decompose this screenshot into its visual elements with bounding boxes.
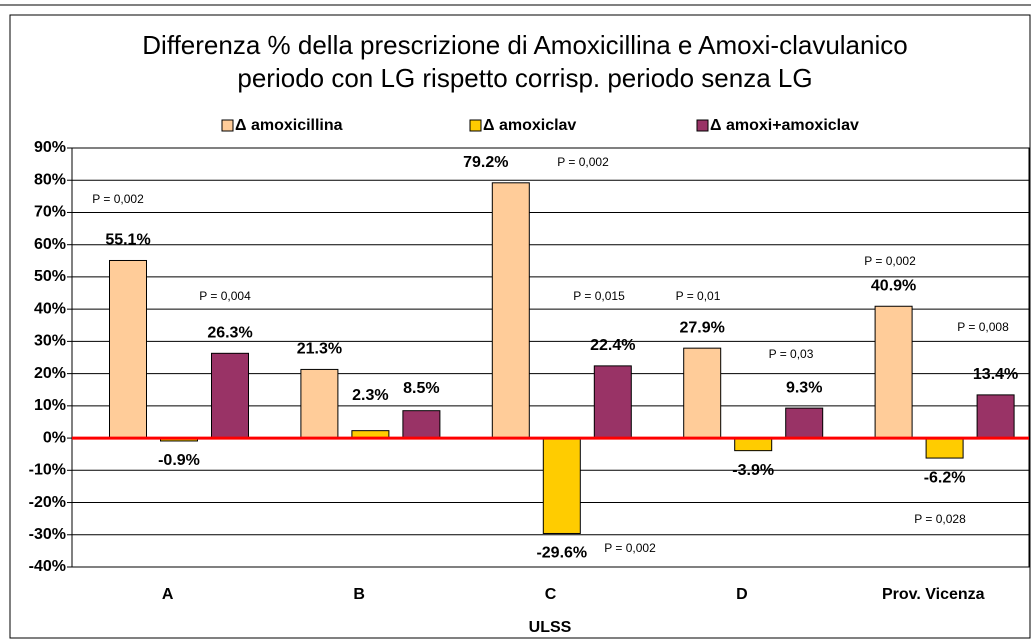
data-label: 13.4%: [973, 366, 1018, 383]
annotation: P = 0,002: [92, 192, 144, 206]
y-tick-label: -10%: [29, 462, 66, 479]
data-label: 9.3%: [786, 379, 822, 396]
annotation: P = 0,002: [864, 254, 916, 268]
data-label: 2.3%: [352, 387, 388, 404]
x-tick-label: B: [353, 586, 365, 603]
x-axis-label: ULSS: [529, 619, 572, 636]
annotation: P = 0,008: [957, 320, 1009, 334]
y-tick-label: 30%: [34, 333, 66, 350]
data-label: 26.3%: [207, 325, 252, 342]
data-label: 21.3%: [297, 341, 342, 358]
chart-title: Differenza % della prescrizione di Amoxi…: [142, 30, 907, 60]
annotation: P = 0,015: [573, 289, 625, 303]
chart-title: periodo con LG rispetto corrisp. periodo…: [237, 63, 812, 93]
data-label: -6.2%: [924, 469, 966, 486]
y-tick-label: 70%: [34, 204, 66, 221]
y-tick-label: -40%: [29, 558, 66, 575]
data-label: 55.1%: [105, 232, 150, 249]
y-tick-label: 90%: [34, 139, 66, 156]
bar: [300, 368, 339, 439]
legend-label: Δ amoxi+amoxiclav: [710, 117, 859, 134]
bar: [402, 410, 441, 439]
legend-label: Δ amoxiclav: [483, 117, 576, 134]
legend-swatch: [696, 119, 709, 132]
bar: [925, 437, 964, 459]
bar: [109, 259, 147, 439]
data-label: 79.2%: [463, 154, 508, 171]
bar: [211, 352, 249, 439]
annotation: P = 0,002: [604, 541, 656, 555]
data-label: 27.9%: [680, 319, 725, 336]
y-tick-label: 10%: [34, 397, 66, 414]
y-tick-label: 50%: [34, 268, 66, 285]
data-label: -3.9%: [732, 462, 774, 479]
bar: [874, 305, 913, 439]
bar: [976, 394, 1015, 439]
annotation: P = 0,002: [557, 155, 609, 169]
bar: [593, 365, 632, 439]
x-tick-label: C: [545, 586, 557, 603]
x-tick-label: D: [736, 586, 748, 603]
x-tick-label: Prov. Vicenza: [882, 586, 985, 603]
annotation: P = 0,03: [769, 347, 814, 361]
legend-label: Δ amoxicillina: [235, 117, 343, 134]
y-tick-label: 0%: [43, 429, 66, 446]
bar: [785, 407, 824, 439]
annotation: P = 0,01: [676, 289, 721, 303]
y-tick-label: -20%: [29, 494, 66, 511]
bar: [734, 437, 773, 452]
legend-swatch: [469, 119, 482, 132]
y-tick-label: 20%: [34, 365, 66, 382]
bar: [542, 437, 581, 534]
annotation: P = 0,028: [914, 512, 966, 526]
data-label: 40.9%: [871, 277, 916, 294]
y-tick-label: 40%: [34, 300, 66, 317]
y-tick-label: 60%: [34, 236, 66, 253]
y-tick-label: 80%: [34, 171, 66, 188]
data-label: -0.9%: [158, 452, 200, 469]
bar: [683, 347, 722, 439]
data-label: 8.5%: [403, 380, 439, 397]
bar: [491, 182, 530, 439]
data-label: -29.6%: [536, 545, 587, 562]
legend-swatch: [221, 119, 234, 132]
x-tick-label: A: [162, 586, 174, 603]
y-tick-label: -30%: [29, 526, 66, 543]
annotation: P = 0,004: [199, 289, 251, 303]
data-label: 22.4%: [590, 337, 635, 354]
